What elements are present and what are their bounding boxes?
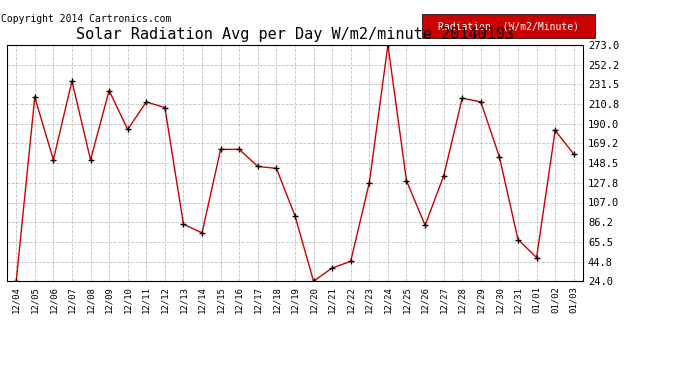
Title: Solar Radiation Avg per Day W/m2/minute 20140103: Solar Radiation Avg per Day W/m2/minute … — [76, 27, 514, 42]
Bar — [422, 14, 595, 38]
Text: Radiation  (W/m2/Minute): Radiation (W/m2/Minute) — [437, 21, 579, 31]
Text: Copyright 2014 Cartronics.com: Copyright 2014 Cartronics.com — [1, 14, 172, 24]
